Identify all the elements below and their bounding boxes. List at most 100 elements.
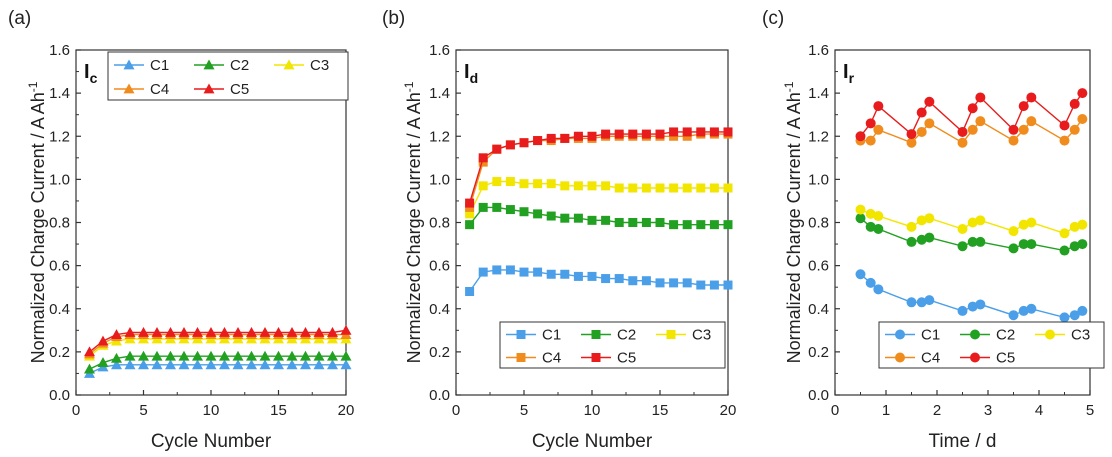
data-point bbox=[560, 133, 570, 143]
data-point bbox=[906, 221, 917, 232]
data-point bbox=[641, 218, 651, 227]
x-tick-label: 0 bbox=[72, 402, 80, 419]
data-point bbox=[340, 359, 352, 370]
data-point bbox=[967, 217, 978, 228]
data-point bbox=[478, 153, 488, 163]
data-point bbox=[916, 126, 927, 137]
data-point bbox=[327, 350, 338, 361]
legend-label: C1 bbox=[150, 57, 169, 74]
series-C1 bbox=[465, 265, 733, 296]
y-tick-label: 1.6 bbox=[429, 42, 450, 59]
data-point bbox=[709, 220, 719, 230]
data-point bbox=[855, 131, 866, 142]
y-tick-label: 0.8 bbox=[429, 215, 450, 232]
data-point bbox=[546, 179, 556, 189]
legend-label: C3 bbox=[1071, 327, 1090, 344]
data-point bbox=[906, 137, 917, 148]
y-tick-label: 0.4 bbox=[49, 301, 70, 318]
y-axis-title: Normalized Charge Current / A Ah-1 bbox=[26, 81, 48, 363]
data-point bbox=[1008, 135, 1019, 146]
data-point bbox=[492, 177, 502, 187]
legend-item: C5 bbox=[194, 81, 249, 98]
data-point bbox=[967, 236, 978, 247]
data-point bbox=[873, 223, 884, 234]
legend-item: C2 bbox=[581, 327, 636, 344]
legend-label: C1 bbox=[921, 327, 940, 344]
data-point bbox=[246, 359, 257, 370]
legend-item: C2 bbox=[194, 57, 249, 74]
legend-swatch-marker bbox=[666, 330, 676, 339]
data-point bbox=[916, 215, 927, 226]
data-point bbox=[709, 183, 719, 193]
data-point bbox=[682, 220, 692, 230]
data-point bbox=[865, 221, 876, 232]
data-point bbox=[873, 284, 884, 295]
data-point bbox=[519, 138, 529, 148]
data-point bbox=[682, 278, 692, 288]
legend-item: C4 bbox=[114, 81, 169, 98]
data-point bbox=[97, 335, 109, 346]
legend-swatch-marker bbox=[203, 59, 215, 70]
data-point bbox=[84, 363, 95, 374]
data-point bbox=[219, 326, 230, 337]
y-tick-label: 1.0 bbox=[429, 171, 450, 188]
panel-label: (a) bbox=[8, 8, 31, 29]
data-point bbox=[1059, 245, 1070, 256]
data-point bbox=[916, 297, 927, 308]
data-point bbox=[340, 350, 352, 361]
x-tick-label: 4 bbox=[1035, 402, 1043, 419]
data-point bbox=[111, 329, 122, 340]
y-tick-label: 0.2 bbox=[808, 344, 829, 361]
data-point bbox=[1077, 88, 1088, 99]
legend-swatch-marker bbox=[591, 353, 601, 362]
data-point bbox=[1077, 114, 1088, 124]
legend-swatch-marker bbox=[283, 59, 295, 70]
legend-item: C5 bbox=[960, 350, 1015, 367]
data-point bbox=[614, 129, 624, 139]
legend-swatch-marker bbox=[203, 83, 215, 94]
data-point bbox=[906, 129, 917, 140]
data-point bbox=[601, 129, 611, 139]
data-point bbox=[560, 181, 570, 191]
x-tick-label: 5 bbox=[520, 402, 528, 419]
data-point bbox=[1077, 219, 1088, 230]
data-point bbox=[1008, 124, 1019, 135]
series-C2 bbox=[84, 350, 352, 374]
data-point bbox=[492, 202, 502, 212]
data-point bbox=[975, 215, 986, 226]
data-point bbox=[669, 278, 679, 288]
data-point bbox=[205, 350, 217, 361]
y-axis-title-text: Normalized Charge Current / A Ah bbox=[28, 92, 48, 363]
data-point bbox=[1018, 101, 1029, 112]
chart-panel-2: (b) 0.0 0.2 0.4 0.6 0.8 1.0 1.2 1.4 1.6 0 5 10 15 20 Cy… bbox=[382, 8, 736, 452]
data-point bbox=[682, 183, 692, 193]
legend-label: C3 bbox=[692, 327, 711, 344]
data-point bbox=[478, 181, 488, 191]
data-point bbox=[259, 326, 271, 337]
legend-item: C3 bbox=[1035, 327, 1090, 344]
data-point bbox=[232, 350, 244, 361]
legend: C1 C2 C3 C4 C5 bbox=[878, 321, 1105, 369]
legend-label: C3 bbox=[310, 57, 329, 74]
data-point bbox=[246, 326, 257, 337]
x-axis-title: Time / d bbox=[929, 431, 997, 452]
data-point bbox=[151, 359, 163, 370]
data-point bbox=[505, 265, 515, 275]
data-point bbox=[709, 280, 719, 290]
data-point bbox=[259, 350, 271, 361]
series-C2 bbox=[855, 213, 1088, 256]
data-point bbox=[975, 299, 986, 310]
data-point bbox=[533, 136, 543, 146]
data-point bbox=[1069, 310, 1080, 321]
data-point bbox=[465, 198, 475, 208]
data-point bbox=[916, 107, 927, 118]
data-point bbox=[533, 209, 543, 219]
data-point bbox=[1026, 217, 1037, 228]
data-point bbox=[628, 276, 638, 286]
data-point bbox=[492, 144, 502, 154]
data-point bbox=[165, 350, 176, 361]
data-point bbox=[138, 326, 149, 337]
series-C5 bbox=[855, 88, 1088, 142]
y-tick-label: 0.6 bbox=[808, 258, 829, 275]
data-point bbox=[313, 326, 325, 337]
